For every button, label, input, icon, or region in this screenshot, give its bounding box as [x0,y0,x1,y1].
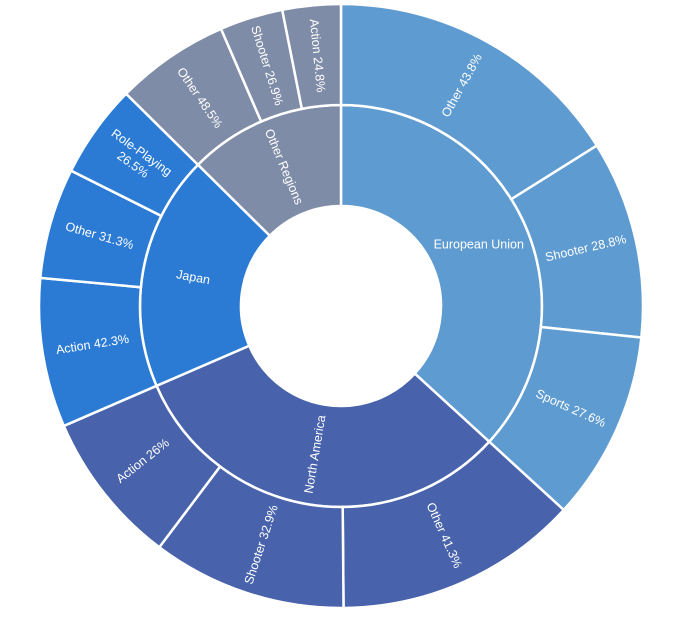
segment-name: European Union [434,238,524,252]
subgroup-segment [280,2,343,111]
segment-name: Action [307,18,324,54]
segment-name: Action [55,338,92,357]
segment-value: 24.8% [310,56,327,93]
segment-label: Action 42.3% [55,332,130,357]
segment-label: European Union [434,238,524,252]
segment-label: Action 24.8% [307,18,328,93]
segment-name: Japan [175,268,211,288]
segment-value: 42.3% [93,332,130,351]
segment-label: Japan [175,268,211,288]
